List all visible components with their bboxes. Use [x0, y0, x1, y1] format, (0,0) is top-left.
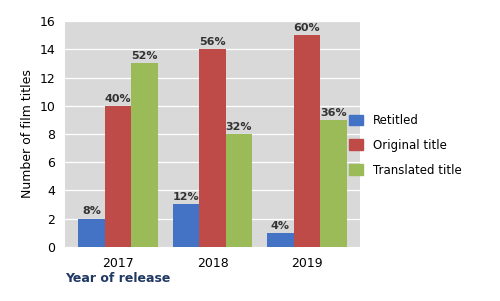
Text: 4%: 4%: [271, 221, 290, 231]
Text: 52%: 52%: [132, 51, 158, 61]
Text: 56%: 56%: [199, 37, 226, 47]
Bar: [226, 134, 252, 247]
Text: 36%: 36%: [320, 108, 346, 118]
Y-axis label: Number of film titles: Number of film titles: [21, 70, 34, 198]
Bar: [294, 35, 320, 247]
Bar: [320, 120, 346, 247]
Bar: [200, 49, 226, 247]
Text: 32%: 32%: [226, 122, 252, 132]
Bar: [132, 64, 158, 247]
Bar: [105, 106, 132, 247]
Bar: [268, 233, 293, 247]
Legend: Retitled, Original title, Translated title: Retitled, Original title, Translated tit…: [344, 109, 466, 181]
Bar: [78, 219, 105, 247]
Text: 8%: 8%: [82, 206, 101, 216]
Text: 12%: 12%: [172, 192, 200, 202]
Text: 60%: 60%: [294, 23, 320, 33]
Text: 40%: 40%: [105, 94, 132, 104]
Bar: [173, 204, 200, 247]
X-axis label: Year of release: Year of release: [65, 272, 170, 285]
